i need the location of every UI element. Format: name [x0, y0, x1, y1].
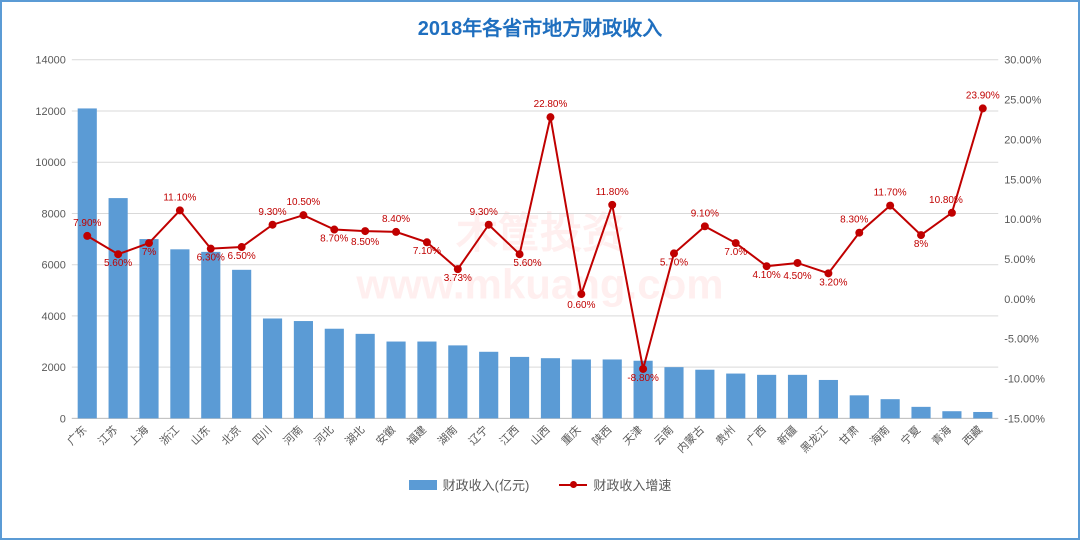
svg-text:-10.00%: -10.00%: [1004, 374, 1045, 386]
svg-text:西藏: 西藏: [960, 423, 985, 448]
svg-text:0.60%: 0.60%: [567, 300, 595, 311]
plot-area: 0 2000 4000 6000 8000 10000 12000 14000 -15.00% -…: [22, 49, 1058, 469]
svg-text:7.10%: 7.10%: [413, 246, 441, 257]
svg-text:5.00%: 5.00%: [1004, 254, 1035, 266]
legend-line-swatch: [559, 484, 587, 486]
svg-text:0.00%: 0.00%: [1004, 294, 1035, 306]
svg-text:北京: 北京: [218, 423, 243, 448]
svg-text:8.70%: 8.70%: [320, 233, 348, 244]
svg-text:22.80%: 22.80%: [534, 99, 568, 110]
svg-text:11.70%: 11.70%: [874, 188, 907, 199]
svg-text:10.50%: 10.50%: [287, 197, 321, 208]
chart-title: 2018年各省市地方财政收入: [22, 12, 1058, 41]
svg-text:山西: 山西: [528, 423, 553, 448]
svg-text:内蒙古: 内蒙古: [674, 423, 707, 456]
svg-text:河北: 河北: [312, 423, 337, 448]
svg-text:5.70%: 5.70%: [660, 257, 688, 268]
svg-text:10000: 10000: [35, 157, 65, 169]
svg-text:四川: 四川: [251, 424, 275, 448]
svg-text:浙江: 浙江: [157, 423, 182, 448]
legend-bar-label: 财政收入(亿元): [443, 475, 530, 494]
svg-text:3.73%: 3.73%: [444, 273, 472, 284]
svg-text:9.10%: 9.10%: [691, 208, 719, 219]
chart-container: 2018年各省市地方财政收入 木筐投资 www.mkuang.com 02000…: [0, 0, 1080, 540]
svg-text:5.60%: 5.60%: [104, 258, 132, 269]
svg-text:山东: 山东: [188, 423, 213, 448]
svg-text:10.80%: 10.80%: [929, 195, 963, 206]
svg-text:20.00%: 20.00%: [1004, 134, 1041, 146]
svg-text:15.00%: 15.00%: [1004, 174, 1041, 186]
svg-text:0: 0: [60, 413, 66, 425]
svg-text:天津: 天津: [621, 423, 646, 448]
svg-text:8%: 8%: [914, 239, 929, 250]
svg-text:江西: 江西: [497, 423, 522, 448]
svg-text:8.40%: 8.40%: [382, 214, 410, 225]
svg-text:重庆: 重庆: [558, 423, 583, 448]
svg-text:9.30%: 9.30%: [258, 207, 286, 218]
svg-text:4.10%: 4.10%: [753, 270, 781, 281]
svg-text:新疆: 新疆: [774, 423, 799, 448]
svg-text:9.30%: 9.30%: [470, 207, 498, 218]
svg-text:江苏: 江苏: [96, 423, 121, 448]
svg-text:30.00%: 30.00%: [1004, 55, 1041, 67]
svg-text:7.90%: 7.90%: [73, 218, 101, 229]
svg-text:6.50%: 6.50%: [228, 251, 256, 262]
svg-text:3.20%: 3.20%: [819, 277, 847, 288]
svg-text:11.10%: 11.10%: [163, 192, 196, 203]
svg-text:6000: 6000: [41, 260, 65, 272]
svg-text:6.30%: 6.30%: [197, 253, 225, 264]
svg-text:8.30%: 8.30%: [840, 215, 868, 226]
svg-text:青海: 青海: [929, 423, 954, 448]
svg-text:陕西: 陕西: [589, 423, 614, 448]
svg-text:河南: 河南: [281, 423, 306, 448]
svg-text:8.50%: 8.50%: [351, 237, 379, 248]
svg-text:黑龙江: 黑龙江: [798, 423, 830, 455]
chart-svg: 0 2000 4000 6000 8000 10000 12000 14000 -15.00% -…: [22, 49, 1058, 469]
svg-text:11.80%: 11.80%: [596, 187, 629, 198]
svg-text:辽宁: 辽宁: [465, 423, 490, 448]
svg-text:4000: 4000: [41, 311, 65, 323]
svg-text:贵州: 贵州: [713, 423, 738, 448]
legend-line-label: 财政收入增速: [593, 475, 671, 494]
svg-text:云南: 云南: [651, 423, 676, 448]
svg-text:7%: 7%: [142, 247, 157, 258]
legend-bar-swatch: [409, 480, 437, 490]
svg-text:-5.00%: -5.00%: [1004, 334, 1039, 346]
svg-text:23.90%: 23.90%: [966, 90, 1000, 101]
svg-text:海南: 海南: [867, 423, 892, 448]
legend-line-dot: [570, 481, 577, 488]
svg-text:湖北: 湖北: [343, 423, 368, 448]
svg-text:25.00%: 25.00%: [1004, 95, 1041, 107]
svg-text:-8.80%: -8.80%: [627, 373, 659, 384]
svg-text:广西: 广西: [744, 423, 769, 448]
svg-text:5.60%: 5.60%: [513, 258, 541, 269]
legend-line-item: 财政收入增速: [559, 475, 671, 494]
svg-text:宁夏: 宁夏: [898, 423, 923, 448]
svg-text:湖南: 湖南: [435, 423, 460, 448]
svg-text:12000: 12000: [35, 106, 65, 118]
svg-text:10.00%: 10.00%: [1004, 214, 1041, 226]
svg-text:4.50%: 4.50%: [783, 271, 811, 282]
svg-text:安徽: 安徽: [373, 423, 398, 448]
svg-text:7.0%: 7.0%: [724, 247, 747, 258]
svg-text:8000: 8000: [41, 208, 65, 220]
svg-text:14000: 14000: [35, 55, 65, 67]
svg-text:2000: 2000: [41, 362, 65, 374]
legend: 财政收入(亿元) 财政收入增速: [22, 475, 1058, 494]
svg-text:福建: 福建: [404, 423, 429, 448]
svg-text:广东: 广东: [65, 423, 90, 448]
svg-text:-15.00%: -15.00%: [1004, 413, 1045, 425]
svg-text:甘肃: 甘肃: [837, 423, 862, 448]
svg-text:上海: 上海: [126, 423, 151, 448]
legend-bar-item: 财政收入(亿元): [409, 475, 530, 494]
